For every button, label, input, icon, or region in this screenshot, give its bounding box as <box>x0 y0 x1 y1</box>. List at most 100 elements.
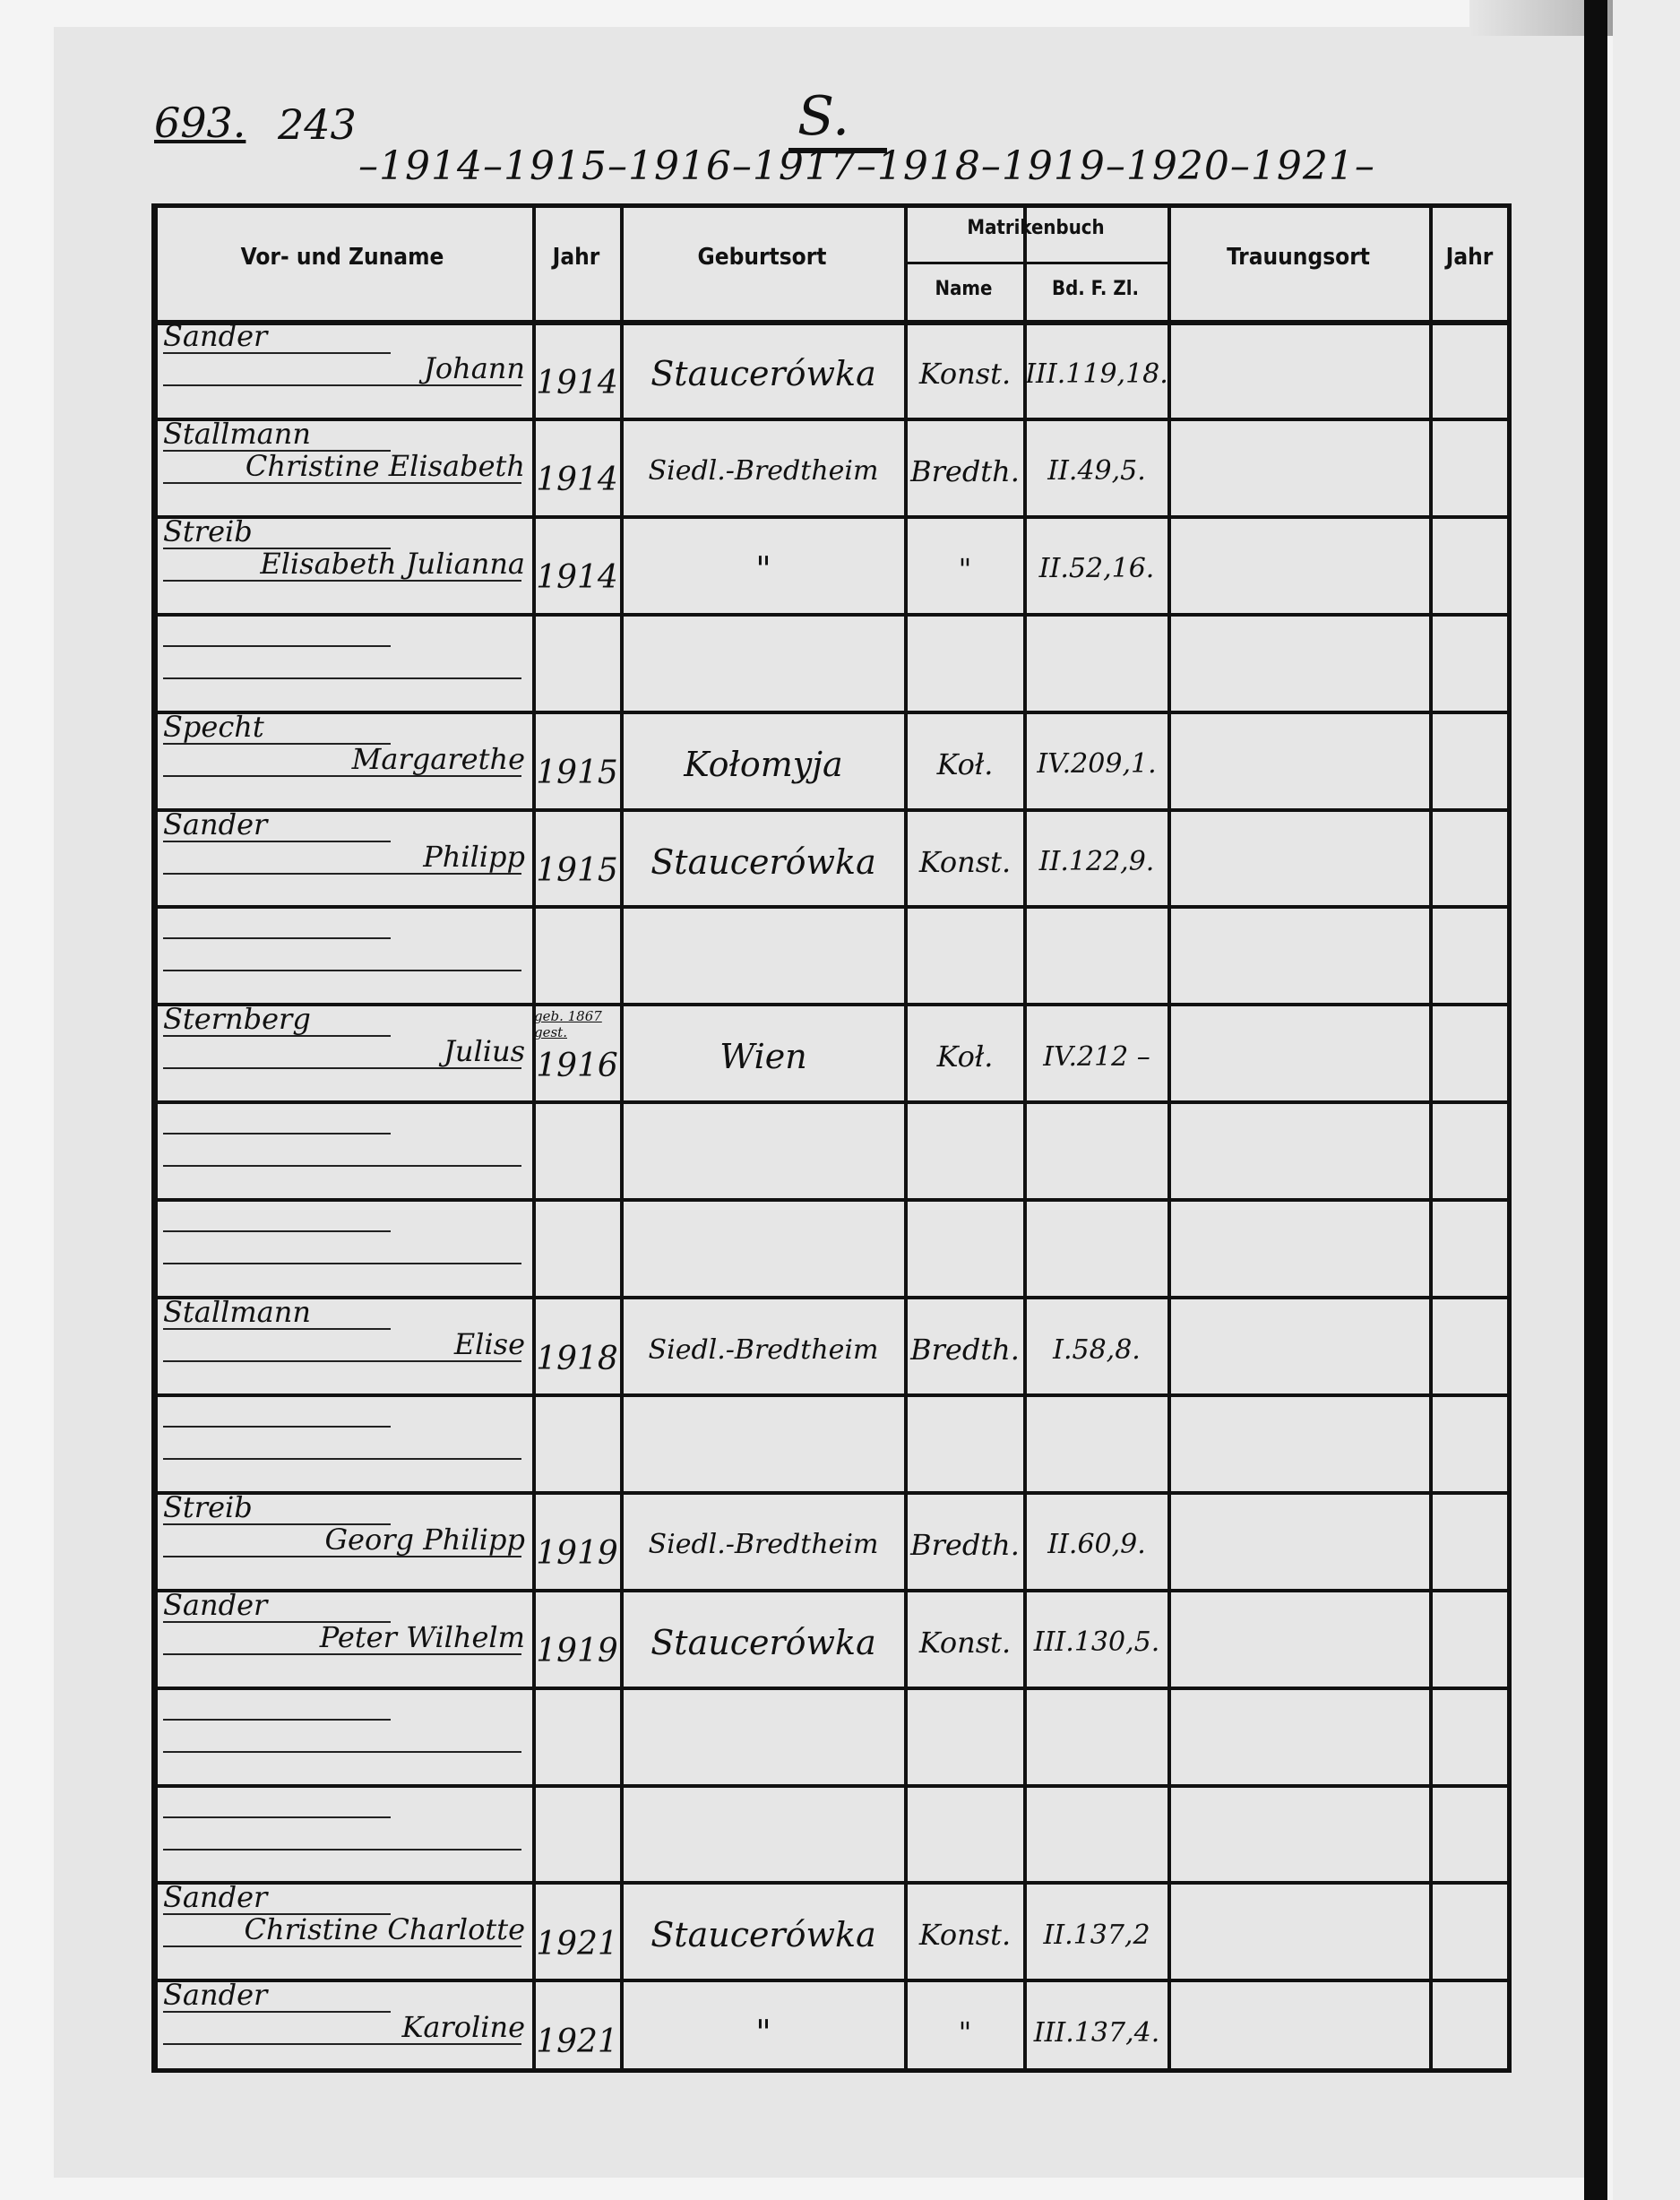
register-name: Bredth. <box>910 453 1020 488</box>
name-guide-line <box>163 1165 521 1168</box>
register-name: Konst. <box>918 844 1012 879</box>
name-guide-line <box>163 2043 521 2046</box>
surname: Sternberg <box>163 1002 311 1037</box>
year: 1914 <box>536 364 618 401</box>
name-guide-line <box>163 937 391 940</box>
given-names: Christine Elisabeth <box>245 448 525 483</box>
name-guide-line <box>163 1360 521 1362</box>
register-name: Koł. <box>936 1040 994 1074</box>
name-guide-line <box>163 481 521 484</box>
name-guide-line <box>163 774 521 777</box>
register-name: Bredth. <box>910 1527 1020 1562</box>
name-guide-line <box>163 1133 391 1135</box>
given-names: Margarethe <box>351 741 525 776</box>
birthplace: " <box>755 2013 771 2053</box>
column-rule <box>620 208 624 2068</box>
surname: Streib <box>163 513 253 548</box>
name-guide-line <box>163 1067 521 1070</box>
header-register-ref: Bd. F. Zl. <box>1051 278 1139 300</box>
register-name: " <box>958 2015 972 2050</box>
register-ref: II.49,5. <box>1047 455 1146 487</box>
name-guide-line <box>163 1328 391 1330</box>
name-guide-line <box>163 384 521 386</box>
birthplace: Staucerówka <box>650 841 876 882</box>
year: 1918 <box>536 1340 618 1377</box>
name-guide-line <box>163 1718 391 1721</box>
surname: Specht <box>163 709 264 744</box>
name-guide-line <box>163 1555 521 1557</box>
year: 1921 <box>536 2023 618 2060</box>
given-names: Philipp <box>423 839 525 874</box>
year: 1919 <box>536 1633 618 1670</box>
row-rule <box>158 1979 1507 1983</box>
name-guide-line <box>163 742 391 745</box>
row-rule <box>158 905 1507 910</box>
birthplace: Siedl.-Bredtheim <box>648 1529 879 1561</box>
given-names: Julius <box>444 1034 525 1069</box>
name-guide-line <box>163 352 391 354</box>
name-guide-line <box>163 547 391 549</box>
row-rule <box>158 1100 1507 1105</box>
year: 1915 <box>536 755 618 792</box>
register-name: Konst. <box>918 1625 1012 1660</box>
register-ref: III.130,5. <box>1033 1626 1160 1659</box>
row-rule <box>158 1588 1507 1592</box>
name-guide-line <box>163 449 391 452</box>
name-guide-line <box>163 1945 521 1948</box>
header-register-name: Name <box>935 278 993 300</box>
register-ref: II.52,16. <box>1038 553 1155 585</box>
register-name: Konst. <box>918 1918 1012 1953</box>
birthplace: Siedl.-Bredtheim <box>648 455 879 487</box>
surname: Sander <box>163 1587 268 1622</box>
register-ref: IV.209,1. <box>1037 748 1157 781</box>
register-ref: IV.212 – <box>1043 1040 1150 1073</box>
name-guide-line <box>163 1523 391 1525</box>
name-guide-line <box>163 1848 521 1851</box>
year: 1919 <box>536 1535 618 1573</box>
name-guide-line <box>163 872 521 875</box>
column-rule <box>904 208 908 2068</box>
surname: Sander <box>163 1880 268 1915</box>
name-guide-line <box>163 1913 391 1916</box>
row-rule <box>158 1393 1507 1397</box>
name-guide-line <box>163 840 391 842</box>
index-letter: S. <box>788 85 887 153</box>
page-reference: 693. <box>154 99 246 147</box>
row-rule <box>158 514 1507 519</box>
row-rule <box>158 1198 1507 1203</box>
row-rule <box>158 1003 1507 1007</box>
name-guide-line <box>163 1263 521 1265</box>
register-ref: I.58,8. <box>1053 1333 1141 1366</box>
name-guide-line <box>163 1652 521 1655</box>
name-guide-line <box>163 2011 391 2014</box>
header-year: Jahr <box>552 244 600 271</box>
given-names: Elisabeth Julianna <box>260 546 525 581</box>
register-ref: II.122,9. <box>1038 846 1155 877</box>
page-reference-2: 243 <box>278 100 357 149</box>
given-names: Elise <box>453 1327 525 1361</box>
name-guide-line <box>163 1750 521 1753</box>
header-divider <box>904 262 1167 264</box>
name-guide-line <box>163 1816 391 1818</box>
register-table: Vor- und Zuname Jahr Geburtsort Matriken… <box>151 203 1512 2073</box>
name-guide-line <box>163 970 521 972</box>
scan-gutter <box>1584 0 1607 2200</box>
year: 1921 <box>536 1925 618 1963</box>
register-name: " <box>958 551 972 586</box>
column-rule <box>1167 208 1171 2068</box>
register-name: Bredth. <box>910 1333 1020 1367</box>
column-rule <box>1023 208 1027 2068</box>
row-rule <box>158 417 1507 421</box>
row-rule <box>158 612 1507 617</box>
register-ref: III.137,4. <box>1033 2016 1160 2049</box>
surname: Streib <box>163 1489 253 1524</box>
year: 1915 <box>536 852 618 889</box>
header-bottom-rule <box>158 320 1507 325</box>
row-rule <box>158 807 1507 812</box>
birthplace: Staucerówka <box>650 354 876 393</box>
row-rule <box>158 1686 1507 1690</box>
surname: Sander <box>163 1978 268 2013</box>
birthplace: " <box>755 548 771 589</box>
year: 1914 <box>536 559 618 597</box>
header-marriage-year: Jahr <box>1445 244 1494 271</box>
